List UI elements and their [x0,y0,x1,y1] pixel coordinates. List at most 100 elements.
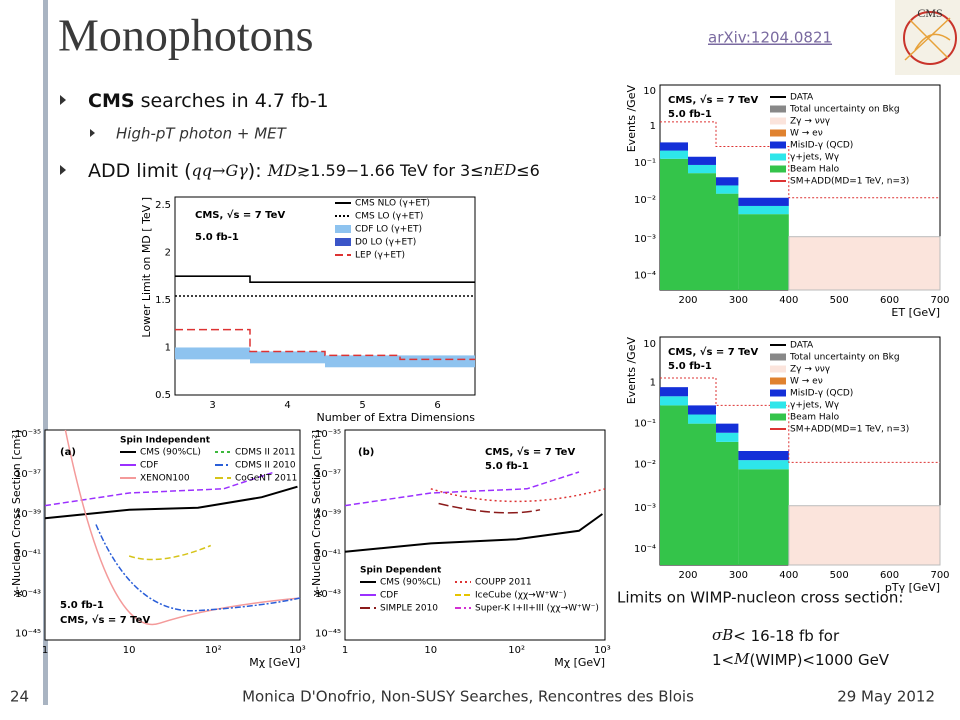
legend-label: Total uncertainty on Bkg [789,105,900,115]
y-tick-label: 1.5 [155,295,171,306]
t: < 16-18 fb for [733,627,840,645]
side-bar [43,0,48,705]
y-tick-label: 10⁻⁴⁵ [315,629,341,640]
y-tick-label: 10⁻⁴ [634,271,656,282]
x-tick-label: 400 [779,295,798,306]
y-tick-label: 2.5 [155,200,171,211]
hist-cyan [716,432,739,442]
plot-text: 5.0 fb-1 [60,600,104,611]
footer-date: 29 May 2012 [837,688,935,706]
hist-green [738,214,789,290]
curve [344,513,603,553]
caption-line: 1<M(WIMP)<1000 GeV [712,650,890,669]
x-tick-label: 1 [342,645,348,656]
legend-label: SM+ADD(MD=1 TeV, n=3) [790,177,909,187]
hist-green [716,193,739,290]
hist-green [660,158,688,290]
hist-green [660,405,688,565]
y-tick-label: 10 [643,339,656,350]
legend-label: Beam Halo [790,413,840,423]
legend-label: IceCube (χχ→W⁺W⁻) [475,591,567,601]
curve [438,502,541,514]
y-axis-label: χ-Nucleon Cross Section [cm²] [10,430,23,596]
legend-label: W → eν [790,129,823,139]
curve [175,328,475,361]
t: 1< [712,651,734,669]
hist-blue [716,177,739,186]
hist-cyan [688,164,716,174]
y-tick-label: 10⁻³ [634,503,656,514]
x-axis-label: pTγ [GeV] [885,581,940,594]
x-axis-label: Number of Extra Dimensions [316,411,475,424]
legend-label: Zγ → ννγ [790,365,831,375]
x-tick-label: 700 [930,295,949,306]
hist-blue [738,451,789,461]
x-tick-label: 6 [434,400,440,411]
x-tick-label: 300 [729,570,748,581]
bullet-icon [60,165,66,175]
y-tick-label: 10⁻¹ [634,158,656,169]
legend-label: γ+jets, Wγ [790,401,840,411]
hist-cyan [660,150,688,159]
plot-text: 5.0 fb-1 [668,109,712,120]
bullet-1: CMS searches in 4.7 fb-1 [88,90,329,112]
x-tick-label: 10³ [594,645,611,656]
hist-green [738,469,789,565]
y-tick-label: 10⁻⁴³ [315,589,341,600]
caption: Limits on WIMP-nucleon cross section: σB… [617,589,903,669]
legend-title: Spin Dependent [360,566,442,576]
plot-text: 5.0 fb-1 [668,361,712,372]
t: (WIMP)<1000 GeV [749,651,889,669]
hist-blue [738,197,789,206]
y-tick-label: 10⁻⁴⁵ [15,629,41,640]
x-tick-label: 4 [284,400,290,411]
curve [344,471,580,507]
legend-label: DATA [790,93,814,103]
legend-label: CMS (90%CL) [140,448,201,458]
legend-label: Super-K I+II+III (χχ→W⁺W⁻) [475,604,599,614]
y-tick-label: 10⁻³⁷ [15,469,41,480]
x-tick-label: 300 [729,295,748,306]
legend-label: XENON100 [140,474,190,484]
x-tick-label: 400 [779,570,798,581]
y-tick-label: 10⁻⁴¹ [15,549,41,560]
logo-text: CMS [917,6,942,20]
legend-label: γ+jets, Wγ [790,153,840,163]
y-tick-label: 10⁻³⁷ [315,469,341,480]
x-tick-label: 700 [930,570,949,581]
y-tick-label: 10⁻³⁹ [315,509,341,520]
band [175,347,250,360]
y-tick-label: 10⁻² [634,460,656,471]
y-axis-label: Events /GeV [625,85,638,153]
y-tick-label: 2 [165,247,171,258]
logo-tracks [904,17,951,61]
legend-label: Total uncertainty on Bkg [789,353,900,363]
t: ≤6 [516,161,540,180]
hist-blue [688,156,716,165]
x-tick-label: 500 [830,570,849,581]
band [325,355,475,368]
t: ADD limit ( [88,160,192,182]
y-tick-label: 10⁻⁴¹ [315,549,341,560]
plot-frame [344,429,606,641]
x-tick-label: 3 [209,400,215,411]
legend-label: COUPP 2011 [475,578,532,588]
plot-rb: 10⁻⁴ 10⁻³ 10⁻² 10⁻¹ 1 10 200 300 400 500 600 700pTγ… [625,336,950,594]
legend-label: MisID-γ (QCD) [790,141,853,151]
y-axis-label: Lower Limit on MD [ TeV ] [140,197,153,338]
hist-blue [716,423,739,433]
bullet-icon [60,95,66,105]
hist-cyan [738,460,789,470]
y-tick-label: 10⁻² [634,195,656,206]
plot-sd: 10⁻⁴⁵ 10⁻⁴³ 10⁻⁴¹ 10⁻³⁹ 10⁻³⁷ 10⁻³⁵ 1 10 10² 10³M… [310,429,611,669]
hist-cyan [716,185,739,194]
hist-cyan [660,396,688,406]
arxiv-link[interactable]: arXiv:1204.0821 [708,29,832,47]
y-tick-label: 0.5 [155,390,171,401]
plot-frame [44,429,301,641]
x-tick-label: 200 [678,295,697,306]
t: M [733,650,750,668]
x-tick-label: 10² [508,645,525,656]
bullet-bold: CMS [88,90,135,112]
legend-label: CDMS II 2011 [235,448,296,458]
